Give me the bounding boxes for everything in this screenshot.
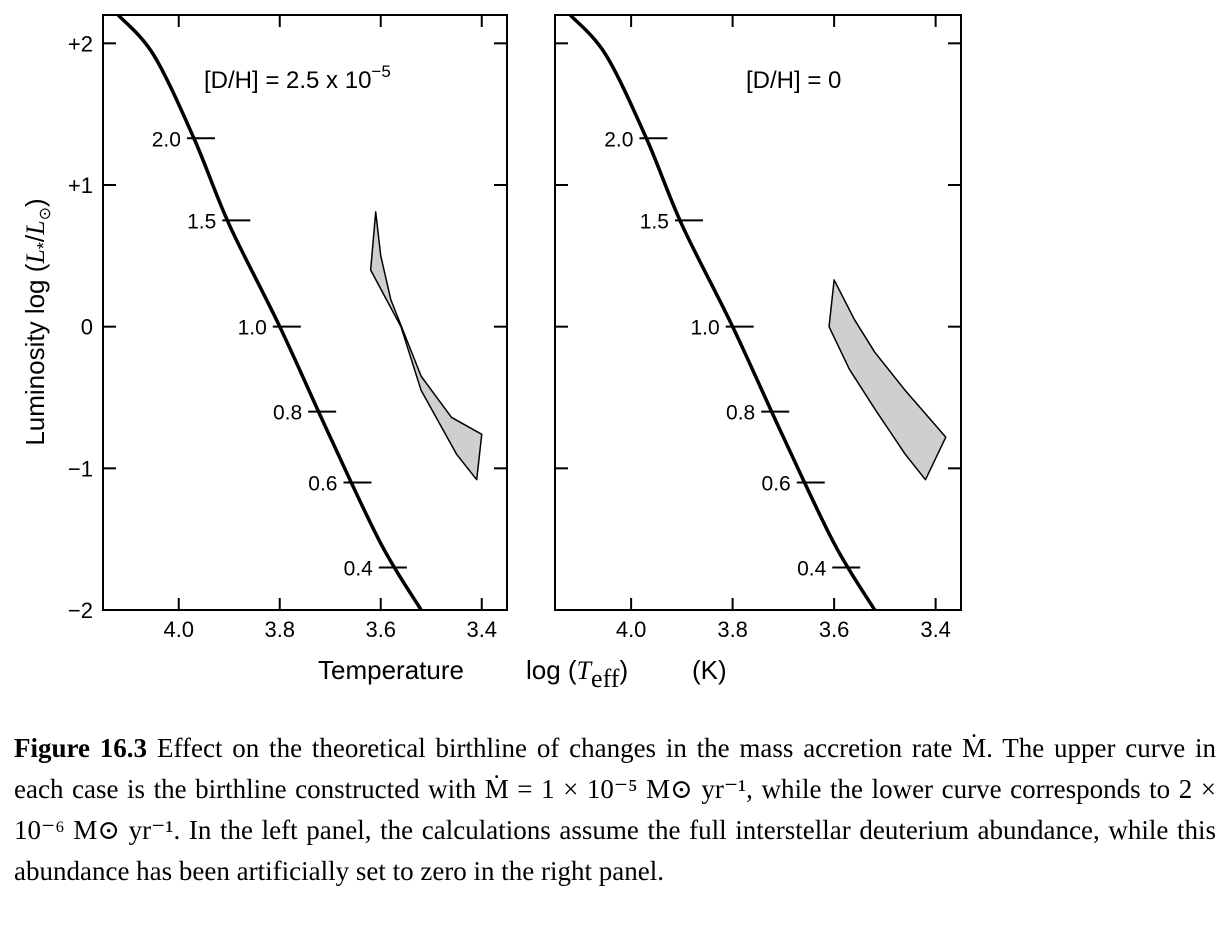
y-axis-title: Luminosity log (L*/L⊙) (20, 198, 54, 445)
right-x-tick-label: 4.0 (616, 617, 647, 642)
right-birthline-curve (568, 15, 877, 610)
x-axis-unit: (K) (692, 655, 727, 685)
y-axis-symbol-L: L (21, 249, 50, 264)
left-annotation-exponent: −5 (371, 62, 390, 81)
left-birthline-band (369, 211, 483, 481)
left-annotation-text: [D/H] = 2.5 x 10 (204, 67, 371, 94)
right-panel-annotation: [D/H] = 0 (746, 67, 841, 94)
figure-caption: Figure 16.3 Effect on the theoretical bir… (14, 728, 1216, 892)
left-x-tick-label: 3.4 (466, 617, 497, 642)
left-mass-label: 0.6 (308, 473, 337, 496)
right-mass-label: 1.5 (640, 210, 669, 233)
right-mass-label: 1.0 (690, 317, 719, 340)
y-axis-close-paren: ) (20, 198, 50, 207)
left-mass-label: 0.4 (344, 558, 374, 581)
right-mass-label: 0.8 (726, 402, 755, 425)
y-axis-title-text: Luminosity log ( (20, 263, 50, 445)
x-axis-title-log: log ( (526, 655, 577, 685)
left-mass-label: 0.8 (273, 402, 302, 425)
y-tick-label: −1 (68, 456, 93, 481)
left-birthline-curve (116, 15, 423, 610)
y-axis-slash: / (20, 234, 50, 242)
y-axis-subscript-star: * (34, 242, 54, 249)
left-x-tick-label: 4.0 (163, 617, 194, 642)
y-tick-label: −2 (68, 598, 93, 623)
x-axis-title-temperature: Temperature (318, 655, 464, 685)
right-x-tick-label: 3.8 (717, 617, 748, 642)
right-x-tick-label: 3.6 (819, 617, 850, 642)
x-axis-symbol-T: T (577, 656, 593, 685)
y-axis-symbol-L-sun: L (21, 220, 50, 235)
left-x-tick-label: 3.8 (264, 617, 295, 642)
x-axis-subscript-eff: eff (591, 664, 620, 693)
left-mass-label: 2.0 (152, 128, 181, 151)
right-plot-frame (554, 14, 962, 611)
right-panel: 4.0 3.8 3.6 3.4 2.0 1.5 1.0 0.8 0.6 0.4 (554, 14, 962, 642)
right-birthline-band (828, 279, 947, 481)
caption-text: Effect on the theoretical birthline of c… (14, 733, 1216, 886)
right-mass-label: 0.4 (797, 558, 827, 581)
figure-hr-diagrams: 4.0 3.8 3.6 3.4+2+10−1−22.01.51.00.80.60.4 … (20, 14, 962, 693)
x-axis-title: Temperature log (Teff) (K) (318, 655, 727, 693)
right-mass-label: 2.0 (604, 128, 633, 151)
left-mass-label: 1.0 (238, 317, 267, 340)
y-tick-label: +2 (68, 31, 93, 56)
left-panel-annotation: [D/H] = 2.5 x 10−5 (204, 62, 391, 94)
y-axis-subscript-sun: ⊙ (37, 207, 54, 220)
right-mass-label: 0.6 (762, 473, 791, 496)
y-tick-label: 0 (81, 315, 93, 340)
y-tick-label: +1 (68, 173, 93, 198)
left-panel: 4.0 3.8 3.6 3.4 +2 +1 0 −1 −2 2.0 1.5 1.0 0.8 0.6 0.4 (68, 14, 508, 642)
right-x-tick-label: 3.4 (920, 617, 951, 642)
left-x-tick-label: 3.6 (365, 617, 396, 642)
x-axis-close-paren: ) (619, 655, 628, 685)
caption-figure-label: Figure 16.3 (14, 733, 148, 763)
left-mass-label: 1.5 (187, 210, 216, 233)
left-plot-frame (102, 14, 508, 611)
